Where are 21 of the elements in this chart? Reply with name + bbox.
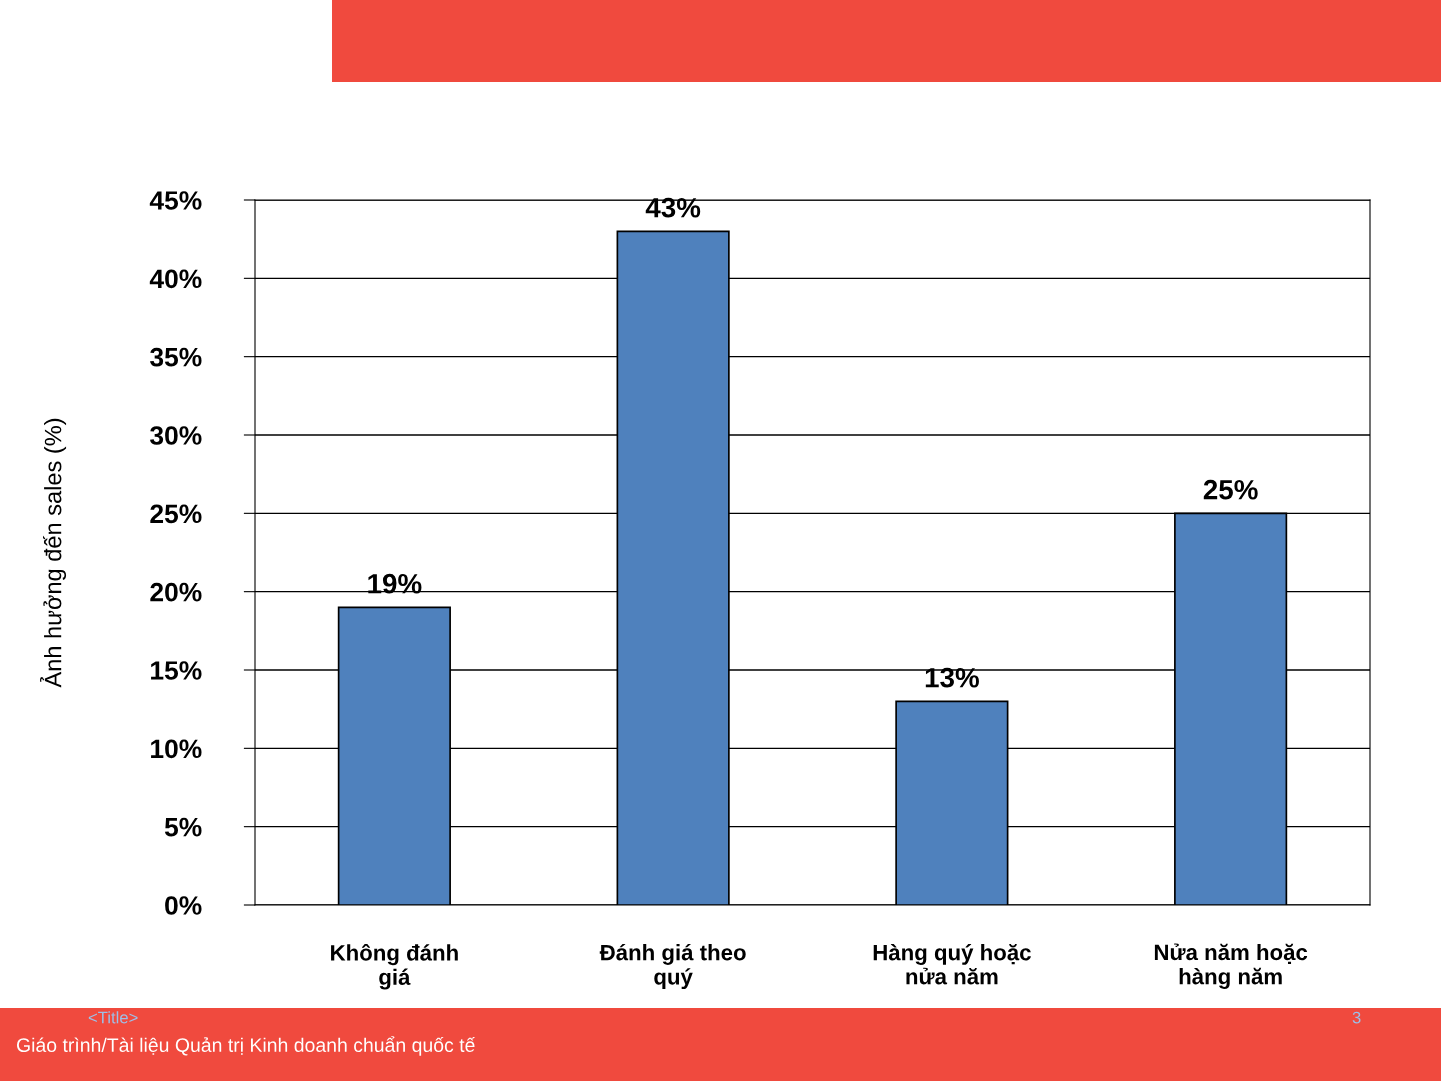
y-tick-label: 45% [149, 191, 202, 210]
y-tick-label: 25% [150, 504, 202, 524]
y-tick-label: 0% [165, 896, 202, 915]
y-tick-label: 15% [151, 661, 202, 680]
data-label: 43% [645, 197, 701, 218]
y-axis-title: Ảnh hưởng đến sales (%) [40, 418, 67, 688]
y-tick-label: 10% [151, 739, 202, 759]
x-tick-label: Không đánh giá [331, 943, 458, 990]
text: 3 [1352, 1011, 1361, 1024]
y-tick-label: 40% [149, 269, 202, 289]
y-tick-label: 20% [150, 582, 202, 602]
x-tick-label: Hàng quý hoặc nửa năm [873, 943, 1031, 985]
text: Giáo trình/Tài liệu Quản trị Kinh doanh chuẩn quốc tế [16, 1036, 476, 1056]
x-tick-label: Nửa năm hoặc hàng năm [1154, 943, 1308, 989]
text: <Title> [88, 1011, 138, 1024]
y-tick-label: 30% [150, 426, 202, 445]
data-label: 13% [925, 667, 979, 688]
y-tick-label: 35% [150, 347, 202, 367]
y-tick-label: 5% [164, 817, 202, 837]
data-label: 25% [1203, 479, 1258, 500]
x-tick-label: Đánh giá theo quý [599, 943, 746, 990]
